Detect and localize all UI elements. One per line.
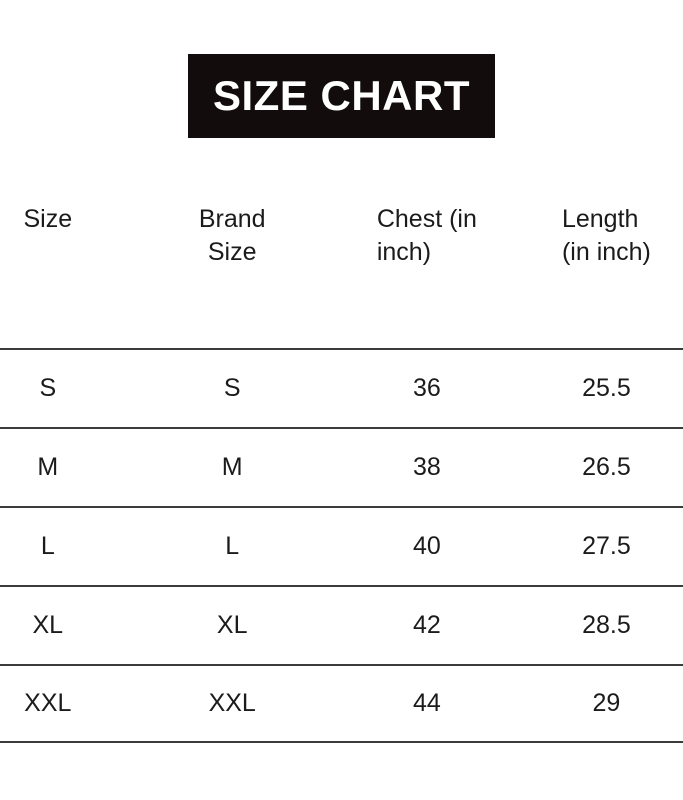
- size-table: Size Brand Size Chest (in inch) Length (…: [0, 203, 683, 743]
- table-header-row: Size Brand Size Chest (in inch) Length (…: [0, 203, 683, 348]
- cell-brand-size: XL: [216, 611, 248, 639]
- cell-chest: 44: [412, 689, 441, 717]
- cell-size: L: [40, 532, 55, 560]
- cell-size: XL: [32, 611, 64, 639]
- cell-length: 27.5: [582, 532, 631, 560]
- cell-length: 29: [592, 689, 621, 717]
- table-row-xxl: XXL XXL 44 29: [0, 664, 683, 743]
- cell-brand-size: S: [223, 374, 241, 402]
- column-header-brand-size-label: Brand Size: [198, 205, 266, 266]
- cell-brand-size: XXL: [208, 689, 256, 717]
- cell-chest: 36: [412, 374, 441, 402]
- cell-size: M: [37, 453, 59, 481]
- column-header-size-label: Size: [23, 205, 73, 233]
- column-header-chest: Chest (in inch): [369, 203, 485, 269]
- cell-length: 25.5: [582, 374, 631, 402]
- column-header-length-label: Length (in inch): [561, 205, 651, 266]
- table-row-m: M M 38 26.5: [0, 427, 683, 506]
- cell-size: S: [39, 374, 57, 402]
- column-header-length: Length (in inch): [485, 203, 683, 269]
- cell-length: 28.5: [582, 611, 631, 639]
- cell-size: XXL: [24, 689, 72, 717]
- cell-chest: 38: [412, 453, 441, 481]
- cell-brand-size: M: [221, 453, 243, 481]
- size-chart-banner: SIZE CHART: [188, 54, 495, 138]
- column-header-size: Size: [0, 203, 96, 236]
- column-header-chest-label: Chest (in inch): [376, 205, 477, 266]
- table-row-xl: XL XL 42 28.5: [0, 585, 683, 664]
- cell-length: 26.5: [582, 453, 631, 481]
- cell-chest: 40: [412, 532, 441, 560]
- table-row-l: L L 40 27.5: [0, 506, 683, 585]
- cell-chest: 42: [412, 611, 441, 639]
- table-row-s: S S 36 25.5: [0, 348, 683, 427]
- column-header-brand-size: Brand Size: [96, 203, 369, 269]
- page-title: SIZE CHART: [213, 72, 470, 119]
- cell-brand-size: L: [225, 532, 240, 560]
